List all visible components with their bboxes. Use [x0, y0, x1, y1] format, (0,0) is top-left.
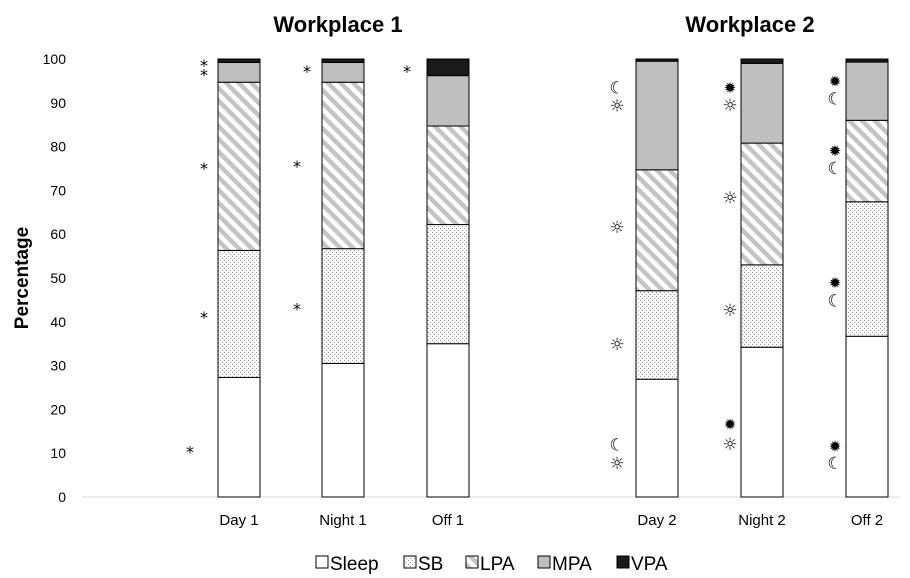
- star-burst-marker: ✹: [724, 79, 737, 97]
- legend-swatch-vpa: [616, 555, 630, 569]
- bar-segment-sleep: [321, 362, 365, 498]
- bar-segment-mpa: [845, 61, 889, 121]
- bar-segment-sb: [321, 248, 365, 364]
- y-axis-label: Percentage: [12, 227, 33, 329]
- y-tick-label: 90: [50, 95, 66, 111]
- bar-segment-sleep: [845, 335, 889, 498]
- moon-marker: ☾: [609, 78, 624, 98]
- bar-segment-sb: [740, 264, 784, 348]
- bar-segment-sleep: [426, 343, 470, 498]
- category-label: Off 1: [432, 512, 464, 529]
- legend-label-sleep: Sleep: [330, 554, 379, 575]
- y-tick-label: 10: [50, 445, 66, 461]
- bar-segment-lpa: [426, 125, 470, 226]
- bar-segment-vpa: [635, 58, 679, 62]
- category-label: Night 1: [319, 512, 367, 529]
- bars: [217, 58, 889, 498]
- star-burst-marker: ✹: [829, 438, 842, 456]
- category-label: Day 1: [219, 512, 258, 529]
- sun-marker: ☼: [722, 96, 737, 116]
- significance-asterisk: *: [200, 66, 208, 85]
- bar-segment-vpa: [426, 58, 470, 77]
- y-tick-label: 70: [50, 182, 66, 198]
- y-tick-label: 40: [50, 314, 66, 330]
- y-tick-label: 20: [50, 401, 66, 417]
- y-tick-label: 100: [43, 51, 67, 67]
- category-label: Day 2: [637, 512, 676, 529]
- legend-label-mpa: MPA: [552, 554, 592, 575]
- star-burst-marker: ✹: [724, 416, 737, 434]
- bar-segment-mpa: [426, 75, 470, 127]
- bar-segment-sleep: [740, 346, 784, 498]
- sun-marker: ☼: [609, 218, 624, 238]
- sun-marker: ☼: [609, 335, 624, 355]
- moon-marker: ☾: [827, 89, 842, 109]
- legend-swatch-lpa: [465, 555, 479, 569]
- panel-title-workplace-1: Workplace 1: [273, 12, 402, 37]
- sun-marker: ☼: [609, 454, 624, 474]
- bar-segment-lpa: [635, 169, 679, 292]
- category-labels: Day 1 Night 1 Off 1 Day 2 Night 2 Off 2: [219, 512, 883, 529]
- bar-segment-lpa: [740, 142, 784, 266]
- y-tick-label: 30: [50, 358, 66, 374]
- panel-title-workplace-2: Workplace 2: [685, 12, 814, 37]
- significance-asterisk: *: [293, 157, 301, 176]
- star-burst-marker: ✹: [829, 142, 842, 160]
- moon-marker: ☾: [609, 435, 624, 455]
- bar-segment-lpa: [321, 81, 365, 250]
- bar-segment-sb: [635, 290, 679, 380]
- y-tick-label: 0: [58, 489, 66, 505]
- significance-asterisk: *: [186, 443, 194, 462]
- star-burst-marker: ✹: [829, 72, 842, 90]
- y-tick-label: 80: [50, 139, 66, 155]
- bar-segment-sb: [845, 201, 889, 337]
- moon-marker: ☾: [827, 292, 842, 312]
- legend-label-lpa: LPA: [480, 554, 515, 575]
- bar-segment-vpa: [845, 58, 889, 63]
- sun-marker: ☼: [722, 435, 737, 455]
- legend-swatch-mpa: [537, 555, 551, 569]
- bar-segment-vpa: [217, 58, 261, 64]
- bar-segment-mpa: [321, 62, 365, 83]
- legend-label-vpa: VPA: [631, 554, 668, 575]
- moon-marker: ☾: [827, 454, 842, 474]
- bar-segment-sleep: [635, 378, 679, 498]
- category-label: Night 2: [738, 512, 786, 529]
- legend-swatch-sb: [403, 555, 417, 569]
- star-burst-marker: ✹: [829, 274, 842, 292]
- bar-segment-vpa: [740, 58, 784, 64]
- bar-segment-mpa: [740, 62, 784, 144]
- significance-asterisk: *: [303, 62, 311, 81]
- significance-asterisk: *: [200, 308, 208, 327]
- significance-asterisk: *: [200, 56, 208, 75]
- bar-segment-sb: [426, 224, 470, 345]
- category-label: Off 2: [851, 512, 883, 529]
- annotations: ******** *☼☾☼☼☼☾☼✹☼☼☼✹☾✹☾✹☾✹☾✹: [186, 56, 843, 474]
- bar-segment-sb: [217, 249, 261, 378]
- bar-segment-sleep: [217, 376, 261, 498]
- sun-marker: ☼: [609, 97, 624, 117]
- significance-asterisk: *: [403, 62, 411, 81]
- legend-label-sb: SB: [418, 554, 443, 575]
- moon-marker: ☾: [827, 159, 842, 179]
- bar-segment-mpa: [217, 62, 261, 83]
- bar-segment-mpa: [635, 60, 679, 171]
- sun-marker: ☼: [722, 301, 737, 321]
- bar-segment-lpa: [845, 119, 889, 203]
- y-tick-label: 60: [50, 226, 66, 242]
- legend-swatch-sleep: [315, 555, 329, 569]
- significance-asterisk: *: [200, 159, 208, 178]
- legend: Sleep SB LPA MPA VPA: [315, 554, 668, 575]
- sun-marker: ☼: [722, 188, 737, 208]
- y-tick-label: 50: [50, 270, 66, 286]
- bar-segment-vpa: [321, 58, 365, 64]
- significance-asterisk: *: [293, 299, 301, 318]
- bar-segment-lpa: [217, 81, 261, 251]
